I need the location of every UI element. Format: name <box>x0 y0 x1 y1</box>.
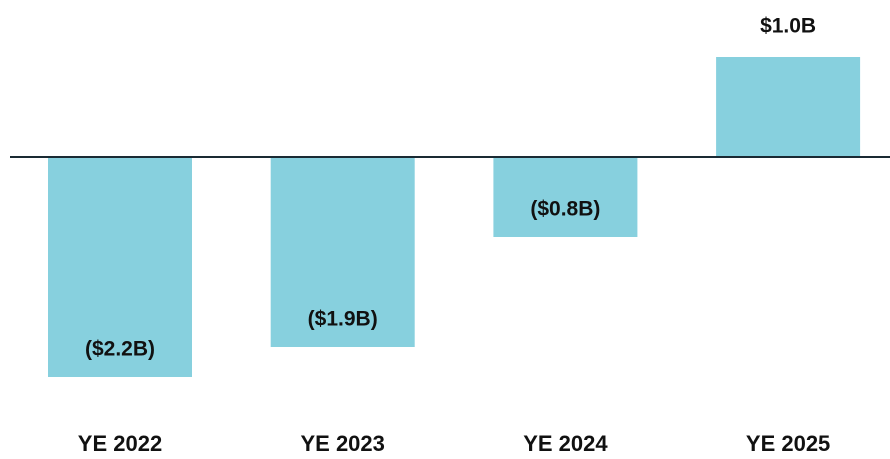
bar <box>48 157 192 377</box>
value-label: ($0.8B) <box>530 198 600 221</box>
value-label: ($2.2B) <box>85 338 155 361</box>
x-tick-label: YE 2025 <box>746 431 830 456</box>
bar <box>493 157 638 237</box>
value-label: ($1.9B) <box>308 308 378 331</box>
bar <box>716 57 861 157</box>
x-tick-label: YE 2023 <box>300 431 384 456</box>
x-tick-label: YE 2024 <box>523 431 608 456</box>
value-label: $1.0B <box>760 15 816 38</box>
bar <box>270 157 415 347</box>
x-tick-label: YE 2022 <box>78 431 162 456</box>
